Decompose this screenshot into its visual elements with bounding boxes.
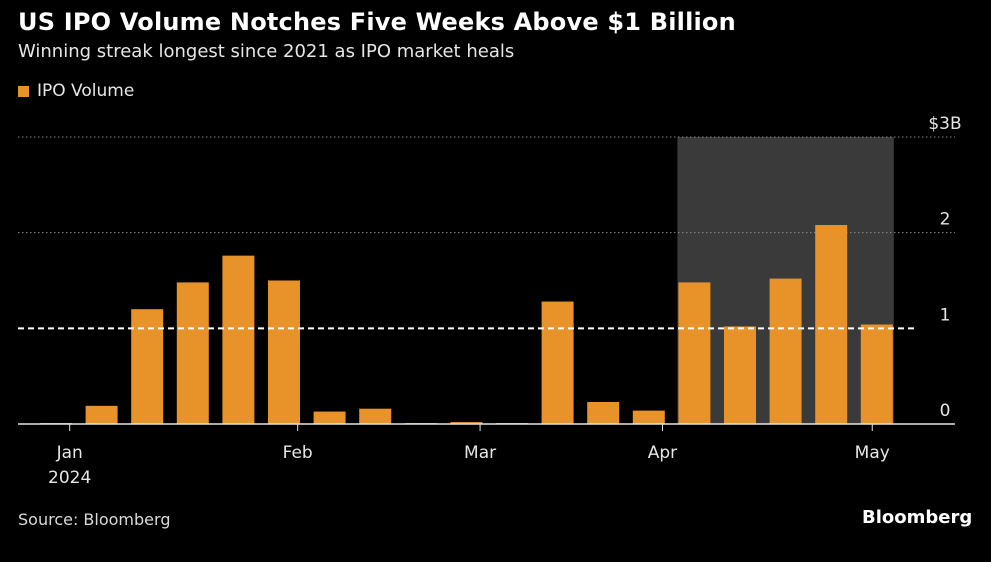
y-tick-label: $3B: [928, 114, 961, 134]
bar: [632, 410, 665, 424]
legend-swatch: [18, 85, 29, 97]
bar: [587, 401, 620, 424]
legend-label: IPO Volume: [37, 81, 135, 101]
y-tick-label: 2: [940, 210, 951, 230]
bar: [678, 282, 711, 424]
chart-subtitle: Winning streak longest since 2021 as IPO…: [18, 41, 515, 62]
chart-title: US IPO Volume Notches Five Weeks Above $…: [18, 8, 736, 36]
x-tick-label: May: [855, 443, 890, 463]
x-tick-label: Mar: [464, 443, 496, 463]
bloomberg-logo: Bloomberg: [862, 507, 973, 528]
bar: [724, 326, 756, 424]
bar: [222, 255, 255, 424]
bar: [313, 411, 346, 424]
bar: [176, 282, 209, 424]
y-tick-label: 0: [940, 401, 951, 421]
bar: [359, 408, 392, 424]
bar: [85, 405, 118, 424]
bar: [450, 422, 483, 424]
bar: [815, 225, 848, 424]
bar: [268, 280, 300, 424]
x-tick-sublabel: 2024: [48, 468, 91, 488]
y-tick-label: 1: [940, 305, 951, 325]
bar: [769, 278, 802, 424]
legend: IPO Volume: [18, 81, 134, 101]
bar: [131, 309, 164, 424]
x-tick-label: Apr: [648, 443, 677, 463]
bar: [541, 301, 574, 424]
source-note: Source: Bloomberg: [18, 510, 171, 529]
bar: [860, 324, 893, 424]
x-tick-label: Feb: [283, 443, 313, 463]
x-tick-label: Jan: [56, 443, 83, 463]
